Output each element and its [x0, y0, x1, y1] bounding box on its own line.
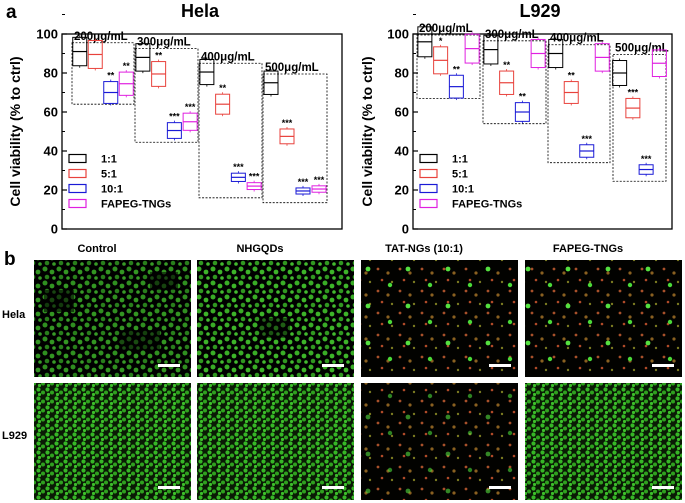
legend-swatch: [68, 153, 87, 164]
significance-marker: **: [503, 60, 511, 70]
significance-marker: ***: [581, 134, 592, 144]
legend-label: 5:1: [452, 169, 468, 181]
micrograph-l929-tat-ngs: [361, 383, 518, 500]
scale-bar: [489, 486, 511, 489]
col-header-control: Control: [77, 243, 116, 255]
chart-title: Hela: [181, 1, 220, 21]
scale-bar: [322, 486, 344, 489]
micrograph-l929-fapeg-tngs: [525, 383, 682, 500]
y-tick-label: 40: [44, 144, 58, 159]
legend-swatch: [419, 153, 438, 164]
significance-marker: **: [453, 64, 461, 74]
y-tick-label: 80: [395, 66, 409, 81]
group-frame: [198, 62, 263, 199]
y-tick-label: 60: [395, 105, 409, 120]
scale-bar: [158, 486, 180, 489]
significance-marker: **: [568, 71, 576, 81]
significance-marker: **: [123, 61, 131, 71]
scale-bar: [652, 486, 674, 489]
legend-swatch: [419, 168, 438, 179]
group-frame: [612, 54, 667, 182]
legend-swatch: [419, 198, 438, 209]
group-label: 300μg/mL: [485, 29, 539, 41]
micrograph-hela-fapeg-tngs: [525, 260, 682, 377]
significance-marker: ***: [282, 118, 293, 128]
group-frame: [416, 34, 481, 99]
legend-label: 10:1: [101, 184, 123, 196]
legend-label: 1:1: [452, 154, 468, 166]
legend-swatch: [68, 168, 87, 179]
row-label-hela: Hela: [2, 309, 26, 321]
y-tick-label: 100: [36, 27, 58, 42]
scale-bar: [322, 364, 344, 367]
col-header-nhgqds: NHGQDs: [236, 243, 283, 255]
y-tick-label: 0: [51, 222, 58, 237]
group-label: 300μg/mL: [137, 37, 191, 49]
y-axis-label: Cell viability (% to ctrl): [359, 56, 375, 206]
significance-marker: ***: [249, 172, 260, 182]
group-frame: [71, 42, 135, 105]
legend-label: 5:1: [101, 169, 117, 181]
group-label: 500μg/mL: [615, 42, 669, 54]
significance-marker: **: [519, 92, 527, 102]
micrograph-l929-control: [34, 383, 191, 500]
legend-label: FAPEG-TNGs: [101, 199, 171, 211]
group-frame: [262, 73, 328, 204]
micrograph-hela-control: [34, 260, 191, 377]
col-header-fapeg-tngs: FAPEG-TNGs: [553, 243, 623, 255]
y-tick-label: 40: [395, 144, 409, 159]
significance-marker: ***: [641, 154, 652, 164]
legend-label: 1:1: [101, 154, 117, 166]
row-label-l929: L929: [2, 430, 27, 442]
y-tick-label: 60: [44, 105, 58, 120]
group-label: 200μg/mL: [419, 23, 473, 35]
micrograph-hela-nhgqds: [197, 260, 354, 377]
legend-swatch: [419, 183, 438, 194]
group-frame: [482, 40, 547, 125]
y-tick-label: 20: [395, 183, 409, 198]
scale-bar: [652, 364, 674, 367]
panel-a-letter: a: [6, 2, 17, 23]
group-label: 200μg/mL: [74, 31, 128, 43]
l929-chart: L929 0 20 40 60 80 100 Cell viability (% to ctr…: [359, 1, 673, 237]
significance-marker: **: [219, 83, 227, 93]
significance-marker: ***: [233, 162, 244, 172]
group-label: 400μg/mL: [201, 51, 255, 63]
group-label: 500μg/mL: [265, 62, 319, 74]
micrograph-hela-tat-ngs: [361, 260, 518, 377]
significance-marker: **: [107, 71, 115, 81]
y-tick-label: 80: [44, 66, 58, 81]
panel-b-letter: b: [4, 249, 16, 270]
micrograph-l929-nhgqds: [197, 383, 354, 500]
y-tick-label: 0: [402, 222, 409, 237]
y-tick-label: 100: [387, 27, 409, 42]
legend-swatch: [68, 183, 87, 194]
legend-swatch: [68, 198, 87, 209]
significance-marker: ***: [628, 87, 639, 97]
significance-marker: *: [439, 36, 443, 46]
scale-bar: [158, 364, 180, 367]
significance-marker: **: [155, 51, 163, 61]
hela-chart: Hela 0 20 40 60 80 100 Cell viability (% to ctr…: [7, 1, 343, 237]
group-label: 400μg/mL: [550, 33, 604, 45]
legend-label: 10:1: [452, 184, 474, 196]
significance-marker: ***: [185, 102, 196, 112]
y-axis-label: Cell viability (% to ctrl): [7, 56, 23, 206]
significance-marker: ***: [298, 177, 309, 187]
legend-label: FAPEG-TNGs: [452, 199, 522, 211]
col-header-tat-ngs: TAT-NGs (10:1): [385, 243, 463, 255]
group-frame: [134, 48, 199, 143]
scale-bar: [489, 364, 511, 367]
significance-marker: ***: [314, 175, 325, 185]
y-tick-label: 20: [44, 183, 58, 198]
chart-title: L929: [519, 1, 560, 21]
group-frame: [547, 44, 611, 164]
significance-marker: ***: [169, 112, 180, 122]
